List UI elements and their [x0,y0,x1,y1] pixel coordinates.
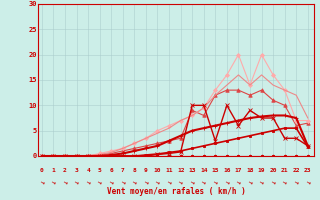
X-axis label: Vent moyen/en rafales ( km/h ): Vent moyen/en rafales ( km/h ) [107,187,245,196]
Text: →: → [39,179,45,185]
Text: →: → [247,179,253,185]
Text: →: → [96,179,103,185]
Text: →: → [62,179,68,185]
Text: →: → [201,179,207,185]
Text: →: → [166,179,172,185]
Text: →: → [85,179,92,185]
Text: →: → [50,179,57,185]
Text: →: → [281,179,288,185]
Text: →: → [258,179,265,185]
Text: →: → [154,179,161,185]
Text: →: → [305,179,311,185]
Text: →: → [131,179,138,185]
Text: →: → [143,179,149,185]
Text: →: → [189,179,196,185]
Text: →: → [212,179,219,185]
Text: →: → [177,179,184,185]
Text: →: → [120,179,126,185]
Text: →: → [108,179,115,185]
Text: →: → [235,179,242,185]
Text: →: → [224,179,230,185]
Text: →: → [73,179,80,185]
Text: →: → [293,179,300,185]
Text: →: → [270,179,276,185]
